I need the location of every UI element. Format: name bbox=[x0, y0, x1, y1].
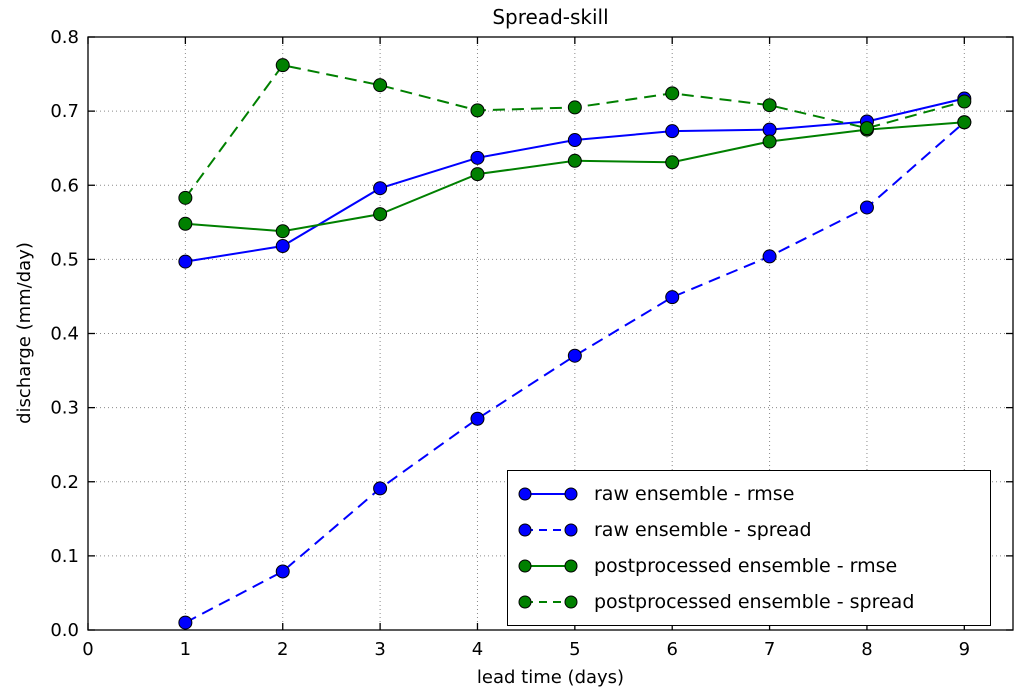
y-tick-label: 0.4 bbox=[50, 324, 79, 345]
y-tick-label: 0.2 bbox=[50, 472, 79, 493]
y-axis-label: discharge (mm/day) bbox=[14, 242, 35, 424]
series-2-marker bbox=[762, 134, 777, 149]
series-3-marker bbox=[373, 78, 388, 93]
series-2-marker bbox=[567, 153, 582, 168]
series-2-marker bbox=[470, 167, 485, 182]
series-3-marker bbox=[957, 94, 972, 109]
series-1-marker bbox=[178, 615, 193, 630]
legend-label: raw ensemble - spread bbox=[594, 518, 812, 541]
series-3-marker bbox=[567, 100, 582, 115]
x-axis-label: lead time (days) bbox=[476, 667, 625, 688]
legend-marker-icon bbox=[518, 487, 532, 501]
series-1-marker bbox=[665, 290, 680, 305]
series-1-marker bbox=[762, 249, 777, 264]
legend-marker-icon bbox=[564, 487, 578, 501]
series-3-marker bbox=[178, 190, 193, 205]
series-3-marker bbox=[762, 98, 777, 113]
x-tick-label: 9 bbox=[959, 639, 970, 660]
x-tick-label: 1 bbox=[180, 639, 191, 660]
legend-label: postprocessed ensemble - rmse bbox=[594, 554, 898, 577]
series-1-marker bbox=[470, 411, 485, 426]
series-0-marker bbox=[470, 150, 485, 165]
x-tick-label: 5 bbox=[569, 639, 580, 660]
y-tick-label: 0.1 bbox=[50, 546, 79, 567]
series-3-marker bbox=[859, 121, 874, 136]
x-tick-label: 2 bbox=[277, 639, 288, 660]
series-1-line bbox=[184, 121, 965, 624]
legend-item-2: postprocessed ensemble - rmse bbox=[516, 555, 984, 577]
y-tick-label: 0.5 bbox=[50, 249, 79, 270]
legend-marker-icon bbox=[518, 595, 532, 609]
series-3-marker bbox=[275, 58, 290, 73]
chart-title: Spread-skill bbox=[492, 5, 609, 29]
series-0-marker bbox=[762, 122, 777, 137]
series-2-marker bbox=[275, 224, 290, 239]
y-tick-label: 0.8 bbox=[50, 27, 79, 48]
y-tick-label: 0.6 bbox=[50, 175, 79, 196]
series-1-marker bbox=[567, 348, 582, 363]
x-tick-label: 4 bbox=[472, 639, 483, 660]
series-2-marker bbox=[373, 207, 388, 222]
legend-line-sample bbox=[518, 523, 578, 537]
x-tick-label: 0 bbox=[82, 639, 93, 660]
legend-marker-icon bbox=[518, 559, 532, 573]
series-1-marker bbox=[859, 200, 874, 215]
series-3-marker bbox=[470, 103, 485, 118]
series-0-marker bbox=[275, 239, 290, 254]
legend-marker-icon bbox=[564, 559, 578, 573]
legend-marker-icon bbox=[564, 523, 578, 537]
legend-label: raw ensemble - rmse bbox=[594, 482, 795, 505]
series-1-marker bbox=[275, 564, 290, 579]
x-tick-label: 6 bbox=[666, 639, 677, 660]
x-tick-label: 8 bbox=[861, 639, 872, 660]
legend: raw ensemble - rmse raw ensemble - spread… bbox=[507, 470, 991, 626]
series-2-marker bbox=[957, 115, 972, 130]
y-tick-label: 0.0 bbox=[50, 620, 79, 641]
series-0-marker bbox=[373, 181, 388, 196]
legend-line-sample bbox=[518, 559, 578, 573]
legend-line-sample bbox=[518, 487, 578, 501]
series-2-marker bbox=[178, 216, 193, 231]
series-0-marker bbox=[567, 133, 582, 148]
y-tick-label: 0.7 bbox=[50, 101, 79, 122]
legend-label: postprocessed ensemble - spread bbox=[594, 590, 915, 613]
legend-item-1: raw ensemble - spread bbox=[516, 519, 984, 541]
x-tick-label: 3 bbox=[374, 639, 385, 660]
series-2-marker bbox=[665, 155, 680, 170]
series-0-marker bbox=[665, 124, 680, 139]
series-1-marker bbox=[373, 481, 388, 496]
legend-marker-icon bbox=[518, 523, 532, 537]
x-tick-label: 7 bbox=[764, 639, 775, 660]
series-0-marker bbox=[178, 254, 193, 269]
legend-line-sample bbox=[518, 595, 578, 609]
legend-item-0: raw ensemble - rmse bbox=[516, 483, 984, 505]
y-tick-label: 0.3 bbox=[50, 398, 79, 419]
legend-item-3: postprocessed ensemble - spread bbox=[516, 591, 984, 613]
series-3-marker bbox=[665, 86, 680, 101]
legend-marker-icon bbox=[564, 595, 578, 609]
